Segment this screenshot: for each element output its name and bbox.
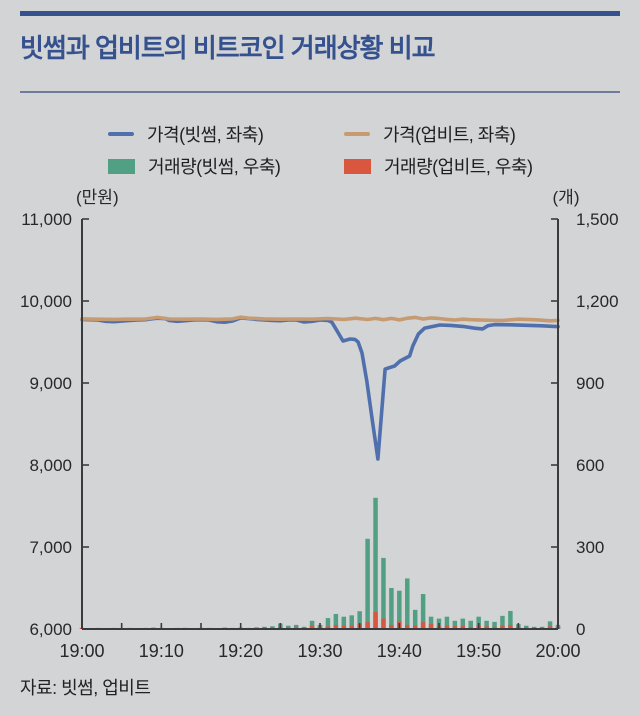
volume-bar-bithumb-volume	[428, 616, 434, 629]
legend-label-upbit-volume: 거래량(업비트, 우축)	[384, 157, 533, 177]
volume-bar-upbit-volume	[420, 622, 426, 629]
volume-bar-bithumb-volume	[357, 611, 362, 629]
bithumb-volume-bar-swatch	[108, 158, 135, 174]
volume-bar-upbit-volume	[460, 625, 466, 629]
legend-item-bithumb-volume: 거래량(빗썸, 우축)	[108, 153, 344, 179]
volume-bar-bithumb-volume	[476, 616, 481, 629]
legend-label-upbit-price: 가격(업비트, 좌축)	[383, 125, 516, 145]
left-axis-tick-label: 7,000	[29, 538, 72, 557]
volume-bar-bithumb-volume	[381, 557, 386, 629]
left-axis-tick-label: 9,000	[29, 374, 72, 393]
left-axis-unit-label: (만원)	[76, 188, 119, 207]
x-axis-tick-label: 19:20	[218, 641, 263, 661]
volume-bar-bithumb-volume	[547, 621, 553, 629]
volume-bar-upbit-volume	[341, 625, 347, 629]
upbit-volume-bar-swatch	[344, 158, 371, 174]
volume-bar-bithumb-volume	[373, 497, 378, 629]
volume-bar-upbit-volume	[373, 612, 378, 629]
volume-bar-upbit-volume	[444, 625, 450, 629]
volume-bar-upbit-volume	[500, 625, 505, 629]
volume-bar-bithumb-volume	[420, 594, 426, 629]
volume-bar-bithumb-volume	[492, 621, 497, 629]
volume-bar-upbit-volume	[349, 625, 354, 629]
left-axis-tick-label: 6,000	[29, 620, 72, 639]
legend-item-upbit-volume: 거래량(업비트, 우축)	[344, 153, 533, 179]
legend-item-upbit-price: 가격(업비트, 좌축)	[344, 121, 532, 147]
volume-bar-upbit-volume	[325, 626, 331, 629]
volume-bar-upbit-volume	[492, 626, 497, 629]
volume-bar-bithumb-volume	[325, 618, 331, 629]
volume-bar-upbit-volume	[365, 622, 370, 629]
volume-bar-bithumb-volume	[333, 613, 339, 629]
volume-bar-upbit-volume	[547, 626, 553, 629]
volume-bar-bithumb-volume	[500, 615, 505, 629]
x-axis-tick-label: 19:00	[59, 641, 104, 661]
volume-bar-bithumb-volume	[309, 620, 315, 629]
volume-bar-upbit-volume	[428, 624, 434, 629]
volume-bar-bithumb-volume	[341, 616, 347, 629]
x-axis-tick-label: 19:40	[377, 641, 422, 661]
x-axis-tick-label: 19:30	[297, 641, 342, 661]
volume-bar-bithumb-volume	[405, 578, 410, 629]
volume-bar-upbit-volume	[468, 626, 473, 629]
volume-bar-upbit-volume	[508, 624, 513, 629]
volume-bar-upbit-volume	[412, 625, 418, 629]
right-axis-tick-label: 300	[576, 538, 604, 557]
right-axis-tick-label: 1,500	[576, 210, 619, 229]
volume-bar-upbit-volume	[484, 626, 489, 629]
volume-bar-bithumb-volume	[468, 620, 473, 629]
volume-bar-upbit-volume	[333, 624, 339, 629]
volume-bar-bithumb-volume	[508, 610, 513, 629]
volume-bar-upbit-volume	[381, 618, 386, 629]
price-line-bithumb-price	[80, 315, 560, 461]
title-top-rule	[20, 11, 620, 16]
volume-bar-upbit-volume	[293, 626, 299, 629]
x-axis-tick-label: 20:00	[535, 641, 580, 661]
volume-bar-bithumb-volume	[349, 615, 354, 629]
price-line-upbit-price	[80, 315, 560, 323]
x-axis-tick-label: 19:50	[456, 641, 501, 661]
left-axis-tick-label: 8,000	[29, 456, 72, 475]
right-axis-tick-label: 600	[576, 456, 604, 475]
legend-item-bithumb-price: 가격(빗썸, 좌축)	[108, 121, 344, 147]
volume-bar-bithumb-volume	[412, 609, 418, 629]
volume-bar-upbit-volume	[389, 624, 394, 629]
right-axis-tick-label: 0	[576, 620, 585, 639]
volume-bar-bithumb-volume	[484, 620, 489, 629]
upbit-price-line-swatch	[344, 132, 370, 136]
right-axis-tick-label: 900	[576, 374, 604, 393]
volume-bar-bithumb-volume	[452, 620, 458, 629]
volume-bar-bithumb-volume	[460, 618, 466, 629]
bithumb-price-line-swatch	[108, 132, 134, 136]
volume-bar-bithumb-volume	[397, 590, 402, 629]
legend-label-bithumb-price: 가격(빗썸, 좌축)	[147, 125, 264, 145]
right-axis-tick-label: 1,200	[576, 292, 619, 311]
source-note: 자료: 빗썸, 업비트	[20, 678, 151, 698]
title-bottom-rule	[20, 91, 620, 93]
volume-bar-bithumb-volume	[444, 616, 450, 629]
left-axis-tick-label: 10,000	[20, 292, 72, 311]
volume-bar-upbit-volume	[309, 625, 315, 629]
volume-bar-bithumb-volume	[365, 538, 370, 629]
volume-bar-upbit-volume	[405, 624, 410, 629]
page-title: 빗썸과 업비트의 비트코인 거래상황 비교	[20, 33, 436, 63]
volume-bar-upbit-volume	[452, 626, 458, 629]
left-axis-tick-label: 11,000	[21, 210, 72, 229]
chart-legend: 가격(빗썸, 좌축) 가격(업비트, 좌축) 거래량(빗썸, 우축) 거래량(업…	[108, 121, 533, 179]
volume-bar-bithumb-volume	[389, 588, 394, 629]
x-axis-tick-label: 19:10	[139, 641, 184, 661]
right-axis-unit-label: (개)	[553, 188, 580, 207]
legend-label-bithumb-volume: 거래량(빗썸, 우축)	[148, 157, 281, 177]
